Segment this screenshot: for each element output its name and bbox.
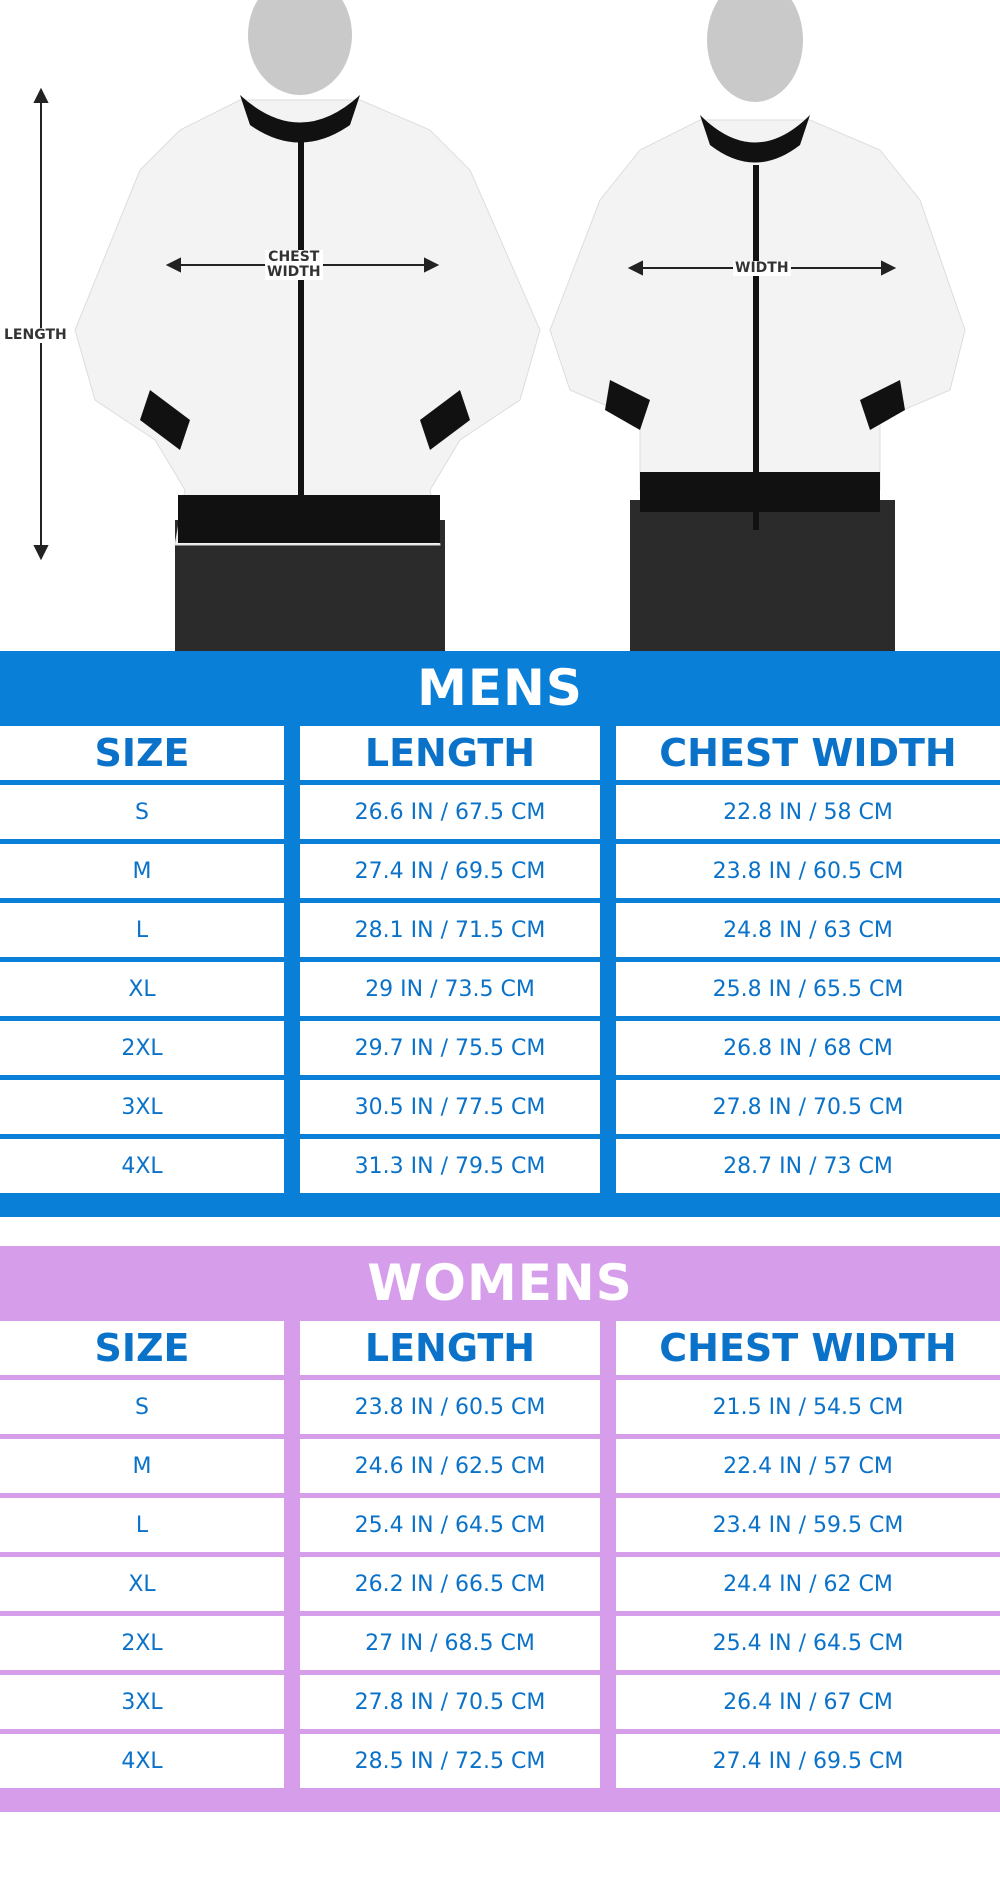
cell-size: S: [0, 785, 284, 839]
cell-chest-width: 27.4 IN / 69.5 CM: [616, 1734, 1000, 1788]
cell-chest-width: 22.4 IN / 57 CM: [616, 1439, 1000, 1493]
womens-size-table: WOMENS SIZE LENGTH CHEST WIDTH S 23.8 IN / 6…: [0, 1246, 1000, 1812]
cell-chest-width: 28.7 IN / 73 CM: [616, 1139, 1000, 1193]
cell-chest-width: 25.4 IN / 64.5 CM: [616, 1616, 1000, 1670]
cell-length: 27.8 IN / 70.5 CM: [300, 1675, 600, 1729]
cell-chest-width: 23.8 IN / 60.5 CM: [616, 844, 1000, 898]
cell-length: 28.1 IN / 71.5 CM: [300, 903, 600, 957]
header-size: SIZE: [0, 726, 284, 780]
cell-size: M: [0, 844, 284, 898]
header-chest-width: CHEST WIDTH: [616, 1321, 1000, 1375]
cell-size: XL: [0, 962, 284, 1016]
header-length: LENGTH: [300, 726, 600, 780]
cell-size: XL: [0, 1557, 284, 1611]
cell-chest-width: 27.8 IN / 70.5 CM: [616, 1080, 1000, 1134]
cell-size: 2XL: [0, 1021, 284, 1075]
cell-size: 2XL: [0, 1616, 284, 1670]
cell-length: 23.8 IN / 60.5 CM: [300, 1380, 600, 1434]
cell-length: 30.5 IN / 77.5 CM: [300, 1080, 600, 1134]
cell-chest-width: 26.4 IN / 67 CM: [616, 1675, 1000, 1729]
cell-size: S: [0, 1380, 284, 1434]
chest-width-label: CHEST WIDTH: [265, 249, 323, 280]
header-size: SIZE: [0, 1321, 284, 1375]
cell-chest-width: 25.8 IN / 65.5 CM: [616, 962, 1000, 1016]
length-label: LENGTH: [2, 327, 69, 343]
mens-title: MENS: [417, 658, 583, 717]
cell-chest-width: 21.5 IN / 54.5 CM: [616, 1380, 1000, 1434]
cell-length: 26.2 IN / 66.5 CM: [300, 1557, 600, 1611]
womens-title: WOMENS: [367, 1253, 633, 1312]
cell-length: 25.4 IN / 64.5 CM: [300, 1498, 600, 1552]
jacket-photo: LENGTH CHEST WIDTH WIDTH: [0, 0, 1000, 651]
cell-chest-width: 24.8 IN / 63 CM: [616, 903, 1000, 957]
cell-size: M: [0, 1439, 284, 1493]
cell-size: L: [0, 1498, 284, 1552]
cell-length: 24.6 IN / 62.5 CM: [300, 1439, 600, 1493]
mens-size-table: MENS SIZE LENGTH CHEST WIDTH S 26.6 IN / 67.…: [0, 651, 1000, 1217]
width-label: WIDTH: [733, 260, 791, 276]
header-length: LENGTH: [300, 1321, 600, 1375]
cell-length: 31.3 IN / 79.5 CM: [300, 1139, 600, 1193]
header-chest-width: CHEST WIDTH: [616, 726, 1000, 780]
cell-size: 3XL: [0, 1080, 284, 1134]
cell-length: 29.7 IN / 75.5 CM: [300, 1021, 600, 1075]
cell-length: 26.6 IN / 67.5 CM: [300, 785, 600, 839]
cell-chest-width: 23.4 IN / 59.5 CM: [616, 1498, 1000, 1552]
cell-size: L: [0, 903, 284, 957]
jacket-illustration: [33, 0, 966, 651]
cell-size: 4XL: [0, 1139, 284, 1193]
cell-size: 4XL: [0, 1734, 284, 1788]
cell-size: 3XL: [0, 1675, 284, 1729]
cell-length: 27 IN / 68.5 CM: [300, 1616, 600, 1670]
cell-chest-width: 22.8 IN / 58 CM: [616, 785, 1000, 839]
cell-length: 29 IN / 73.5 CM: [300, 962, 600, 1016]
cell-length: 27.4 IN / 69.5 CM: [300, 844, 600, 898]
cell-length: 28.5 IN / 72.5 CM: [300, 1734, 600, 1788]
cell-chest-width: 26.8 IN / 68 CM: [616, 1021, 1000, 1075]
cell-chest-width: 24.4 IN / 62 CM: [616, 1557, 1000, 1611]
